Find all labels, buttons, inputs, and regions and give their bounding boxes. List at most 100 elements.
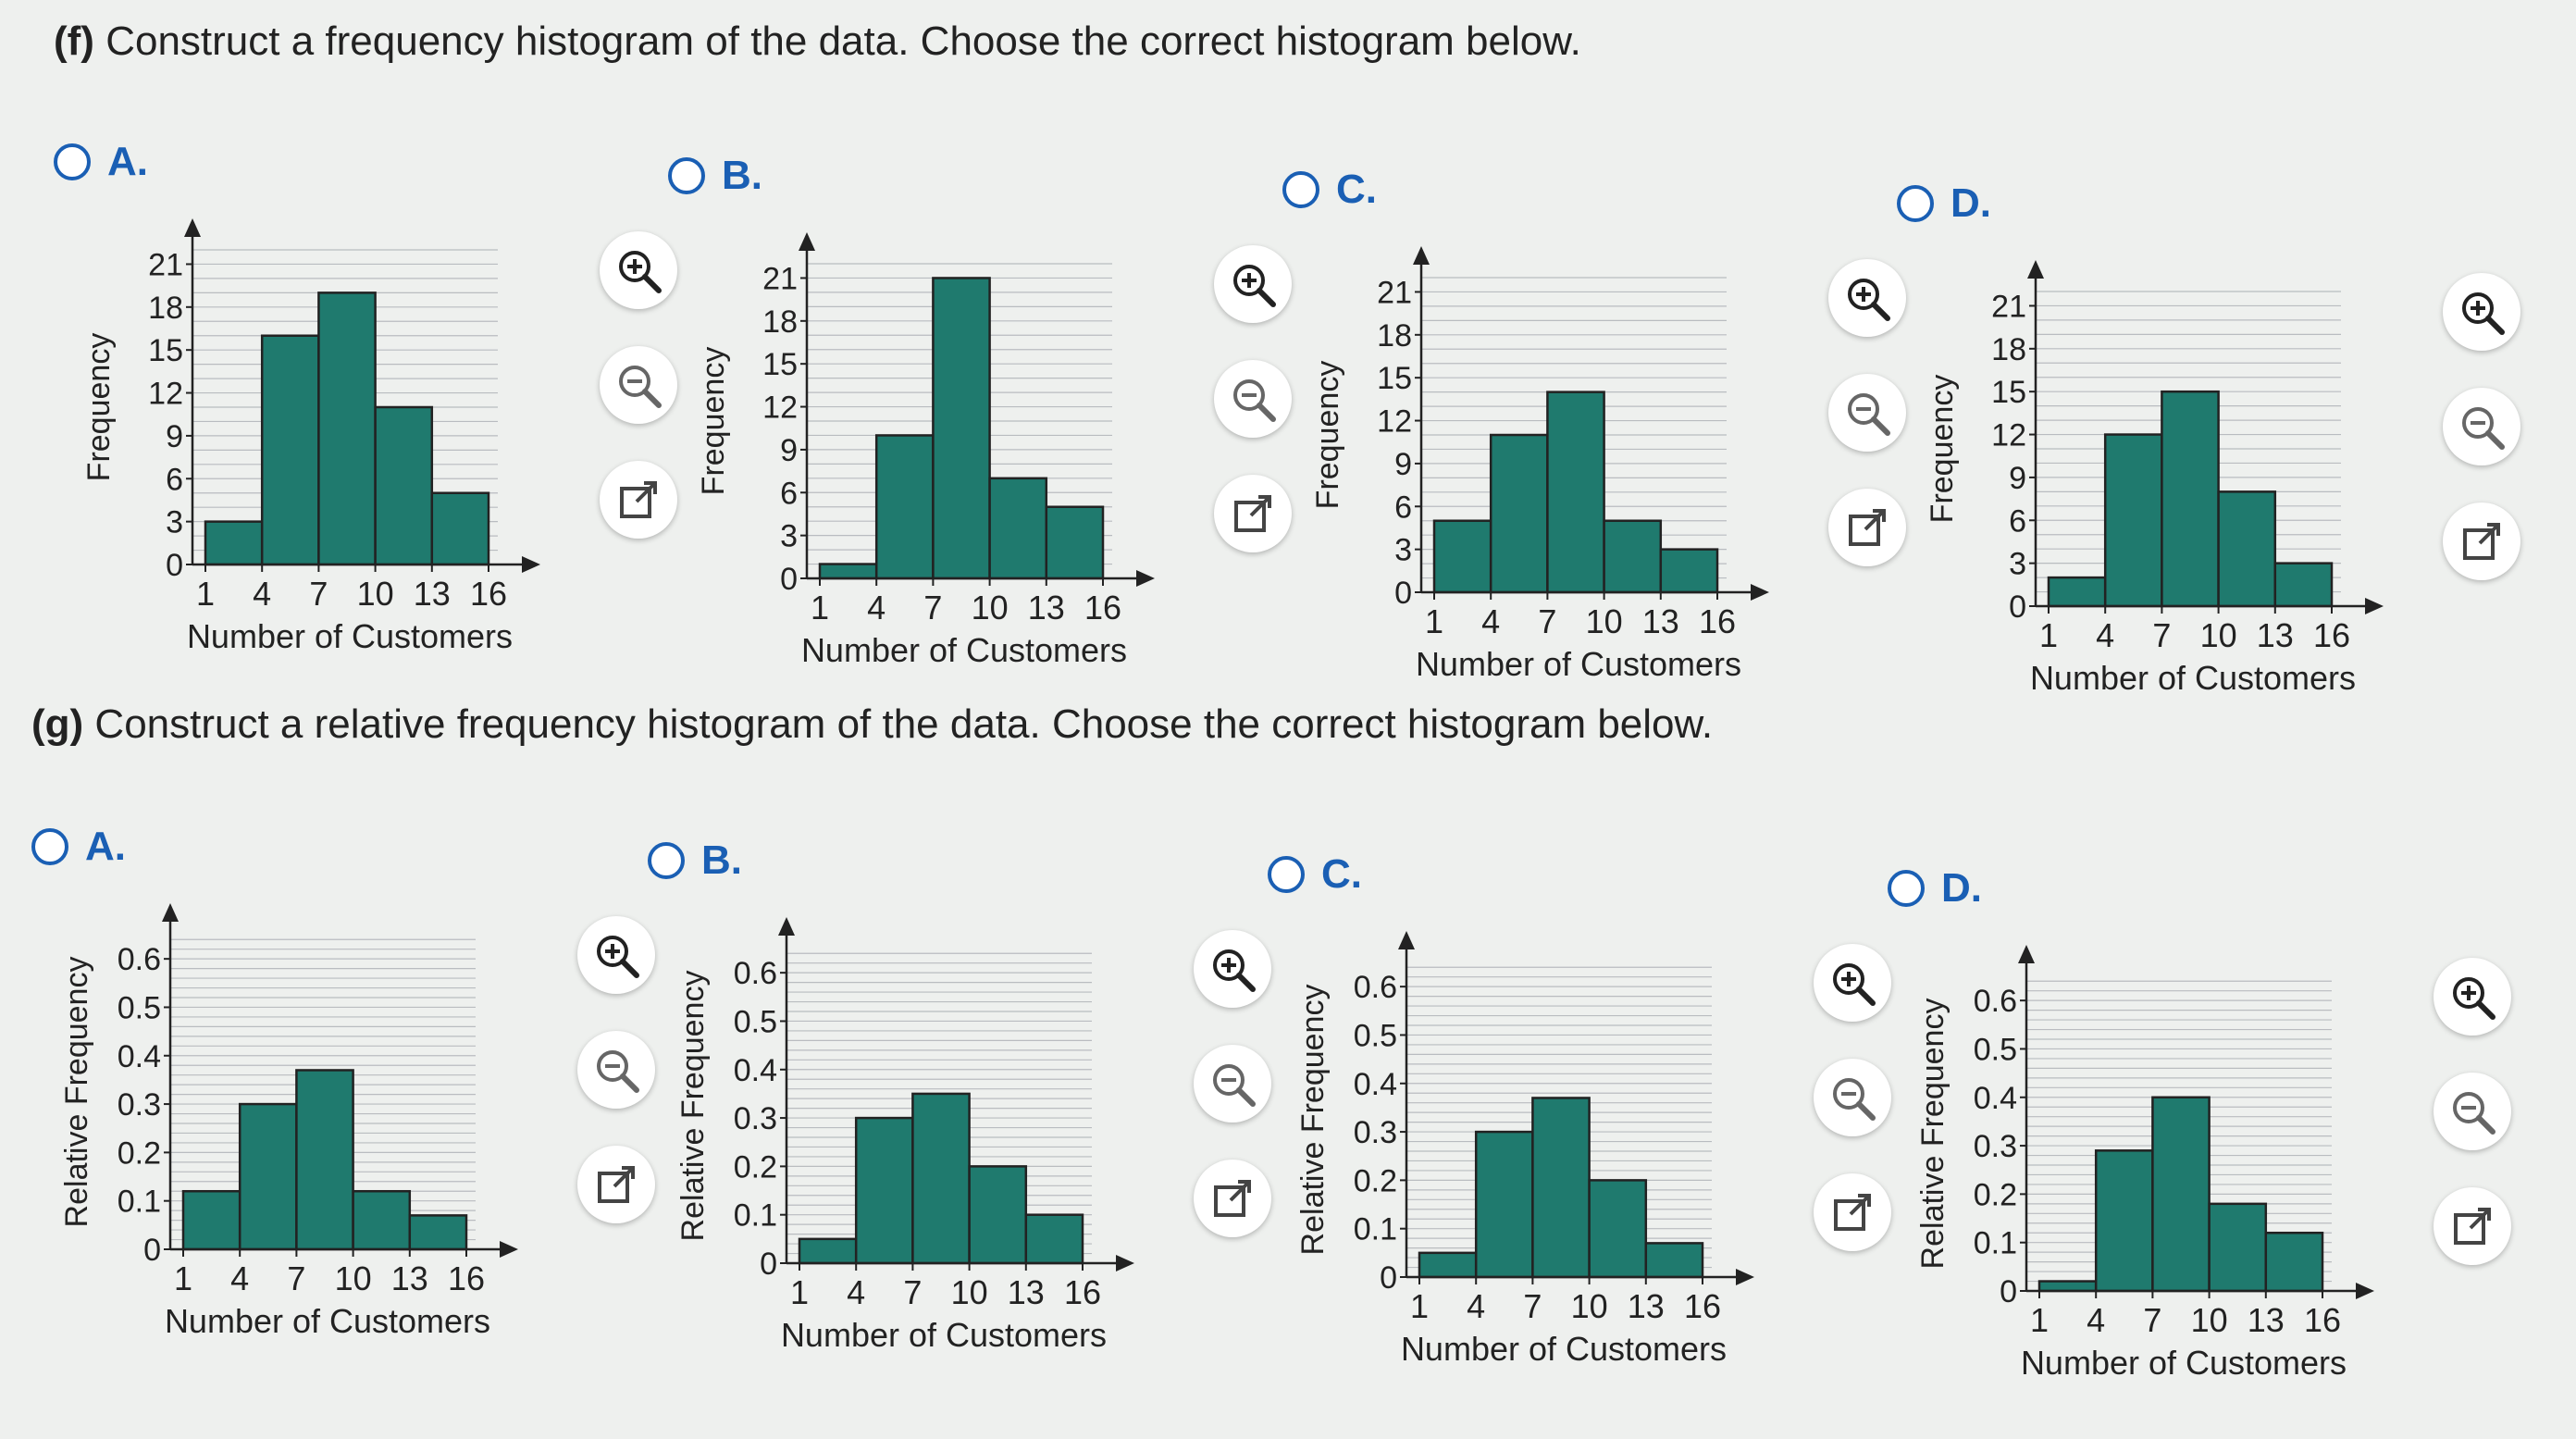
x-tick-label: 10 — [1586, 602, 1623, 640]
y-tick-label: 18 — [148, 291, 183, 326]
radio-button[interactable] — [31, 828, 68, 865]
histogram-bar — [2208, 1202, 2268, 1293]
y-tick-label: 21 — [1991, 289, 2026, 324]
x-tick-label: 10 — [357, 575, 394, 613]
popout-button[interactable] — [577, 1146, 655, 1223]
radio-button[interactable] — [54, 143, 91, 180]
histogram-bar — [2264, 1231, 2324, 1293]
zoom-out-button[interactable] — [2443, 388, 2520, 465]
popout-icon — [2454, 1208, 2491, 1245]
y-tick-label: 0.4 — [1354, 1067, 1397, 1102]
y-tick-label: 3 — [780, 519, 798, 554]
zoom-out-button[interactable] — [1214, 360, 1292, 438]
y-tick-label: 0.6 — [118, 942, 161, 977]
popout-button[interactable] — [1194, 1160, 1271, 1237]
x-tick-label: 4 — [867, 589, 886, 626]
option-letter: B. — [722, 153, 762, 198]
x-tick-label: 10 — [972, 589, 1009, 626]
popout-button[interactable] — [1214, 475, 1292, 552]
histogram-bar — [1489, 433, 1549, 594]
chart-tools — [1194, 930, 1286, 1274]
histogram-chart: 0 0.1 0.2 0.3 0.4 0.5 0.6 1 4 7 10 13 16 Number of Cu… — [1295, 931, 1754, 1368]
zoom-out-button[interactable] — [577, 1031, 655, 1109]
popout-button[interactable] — [1828, 489, 1906, 566]
x-axis-label: Number of Customers — [187, 617, 513, 655]
zoom-in-icon — [597, 936, 639, 978]
histogram-bar — [1644, 1242, 1704, 1279]
x-tick-label: 16 — [2313, 616, 2350, 654]
radio-button[interactable] — [668, 157, 705, 194]
x-axis-arrow — [1116, 1255, 1134, 1272]
y-tick-label: 15 — [762, 347, 798, 382]
radio-button[interactable] — [1282, 171, 1319, 208]
zoom-in-button[interactable] — [577, 916, 655, 994]
zoom-in-button[interactable] — [1828, 259, 1906, 337]
x-tick-label: 13 — [1008, 1273, 1045, 1311]
zoom-out-button[interactable] — [2434, 1073, 2511, 1150]
y-tick-label: 0.3 — [118, 1087, 161, 1123]
y-tick-label: 0.6 — [1974, 984, 2017, 1019]
x-tick-label: 16 — [1064, 1273, 1101, 1311]
zoom-in-button[interactable] — [600, 231, 677, 309]
zoom-out-button[interactable] — [600, 346, 677, 424]
x-axis-arrow — [1751, 584, 1769, 601]
x-axis-label: Number of Customers — [165, 1302, 490, 1340]
popout-icon — [1214, 1180, 1251, 1217]
popout-button[interactable] — [2434, 1187, 2511, 1265]
y-tick-label: 0 — [1394, 576, 1412, 611]
y-tick-label: 3 — [2009, 547, 2026, 582]
zoom-in-button[interactable] — [1814, 944, 1891, 1022]
y-tick-label: 6 — [166, 462, 183, 497]
chart-tools — [2434, 958, 2526, 1302]
x-tick-label: 16 — [1684, 1287, 1721, 1325]
y-tick-label: 0.5 — [734, 1004, 777, 1039]
zoom-in-icon — [619, 251, 662, 293]
y-tick-label: 12 — [1377, 404, 1412, 440]
histogram-bar — [317, 292, 377, 566]
zoom-in-button[interactable] — [2443, 273, 2520, 351]
zoom-out-button[interactable] — [1194, 1045, 1271, 1123]
histogram-bar — [818, 563, 878, 580]
radio-button[interactable] — [648, 842, 685, 879]
popout-button[interactable] — [2443, 502, 2520, 580]
histogram-bar — [352, 1189, 412, 1251]
x-axis-arrow — [2365, 598, 2384, 614]
y-axis-label: Relative Frequency — [59, 957, 94, 1228]
zoom-out-button[interactable] — [1814, 1059, 1891, 1136]
zoom-out-icon — [1233, 379, 1276, 422]
y-tick-label: 0.2 — [118, 1135, 161, 1171]
histogram-bar — [260, 334, 320, 566]
zoom-in-button[interactable] — [2434, 958, 2511, 1036]
x-axis-arrow — [1136, 570, 1155, 587]
radio-button[interactable] — [1268, 856, 1305, 893]
x-tick-label: 1 — [1425, 602, 1443, 640]
y-tick-label: 0 — [166, 548, 183, 583]
y-axis-arrow — [778, 917, 795, 936]
x-tick-label: 4 — [253, 575, 271, 613]
zoom-out-button[interactable] — [1828, 374, 1906, 452]
radio-button[interactable] — [1897, 185, 1934, 222]
radio-button[interactable] — [1888, 870, 1925, 907]
histogram-bar — [2047, 576, 2107, 608]
y-axis-arrow — [184, 218, 201, 237]
histogram-bar — [1432, 519, 1492, 594]
y-tick-label: 21 — [1377, 275, 1412, 310]
y-tick-label: 9 — [166, 419, 183, 454]
histogram-bar — [374, 405, 434, 566]
popout-button[interactable] — [600, 461, 677, 539]
x-axis-arrow — [522, 556, 540, 573]
histogram-bar — [1045, 505, 1105, 580]
histogram-bar — [874, 434, 935, 580]
y-tick-label: 0.3 — [734, 1101, 777, 1136]
histogram-bar — [932, 277, 991, 580]
histogram-chart: 0 3 6 9 12 15 18 21 1 4 7 10 13 16 Number of Customers… — [696, 232, 1155, 669]
popout-button[interactable] — [1814, 1173, 1891, 1251]
x-tick-label: 4 — [847, 1273, 865, 1311]
option-f-d: D. 0 3 6 9 12 15 18 21 1 4 7 10 13 16 Number of Custom… — [1897, 180, 2520, 736]
zoom-in-button[interactable] — [1214, 245, 1292, 323]
zoom-in-button[interactable] — [1194, 930, 1271, 1008]
option-g-a: A. 0 0.1 0.2 0.3 0.4 0.5 0.6 1 4 7 10 13 16 Number of… — [31, 824, 655, 1379]
y-axis-label: Relative Frequency — [675, 971, 711, 1242]
y-tick-label: 0.5 — [118, 990, 161, 1025]
histogram-bar — [1588, 1179, 1648, 1279]
